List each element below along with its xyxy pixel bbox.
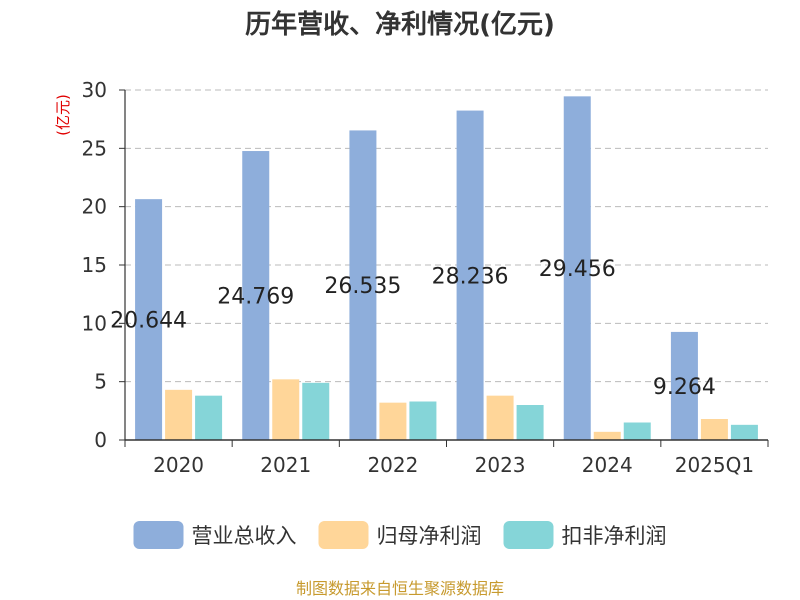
y-axis-unit: (亿元) <box>54 94 72 136</box>
bar-series-1 <box>242 151 270 441</box>
bar-series-2 <box>593 431 621 440</box>
bar-series-1 <box>563 96 591 440</box>
bar-series-3 <box>730 424 758 440</box>
y-tick-label: 25 <box>82 136 107 160</box>
y-tick-label: 15 <box>82 253 107 277</box>
bar-series-3 <box>516 405 544 440</box>
source-note: 制图数据来自恒生聚源数据库 <box>296 579 504 598</box>
y-tick-label: 10 <box>82 311 107 335</box>
x-tick-label: 2020 <box>153 453 204 477</box>
grid-layer <box>125 89 768 383</box>
x-tick-label: 2022 <box>367 453 418 477</box>
y-tick-label: 20 <box>82 195 107 219</box>
y-tick-label: 0 <box>94 428 107 452</box>
legend-label: 扣非净利润 <box>562 524 667 548</box>
bar-series-2 <box>486 395 514 440</box>
legend: 营业总收入 归母净利润 扣非净利润 <box>133 521 667 549</box>
bar-series-3 <box>623 422 651 440</box>
bar-series-2 <box>165 389 193 440</box>
y-tick-label: 5 <box>94 370 107 394</box>
bar-series-1 <box>670 331 698 440</box>
bar-series-3 <box>409 401 437 440</box>
x-tick-label: 2023 <box>475 453 526 477</box>
y-tick-label: 30 <box>82 78 107 102</box>
data-label: 28.236 <box>432 264 509 289</box>
x-tick-label: 2021 <box>260 453 311 477</box>
legend-swatch <box>503 521 554 549</box>
bar-series-1 <box>456 110 484 440</box>
bar-series-3 <box>302 382 330 440</box>
data-label: 24.769 <box>217 285 294 310</box>
data-label: 9.264 <box>653 375 716 400</box>
legend-label: 归母净利润 <box>377 524 482 548</box>
chart-title: 历年营收、净利情况(亿元) <box>245 9 555 40</box>
bar-series-3 <box>195 395 223 440</box>
x-tick-label: 2024 <box>582 453 633 477</box>
bar-series-2 <box>379 402 407 440</box>
data-labels-layer: 20.644 24.769 26.535 28.236 29.456 9.264 <box>110 257 716 400</box>
legend-swatch <box>318 521 369 549</box>
legend-label: 营业总收入 <box>192 524 297 548</box>
data-label: 20.644 <box>110 309 187 334</box>
bar-series-2 <box>700 419 728 440</box>
legend-swatch <box>133 521 184 549</box>
data-label: 26.535 <box>324 274 401 299</box>
bars-layer <box>135 96 758 441</box>
bar-series-1 <box>135 199 163 440</box>
data-label: 29.456 <box>539 257 616 282</box>
bar-series-1 <box>349 130 377 441</box>
axis-layer: 0 5 10 15 20 25 30 2020 2021 2022 2023 2024 2025Q1 <box>82 78 769 477</box>
bar-series-2 <box>272 379 300 440</box>
x-tick-label: 2025Q1 <box>675 453 754 477</box>
